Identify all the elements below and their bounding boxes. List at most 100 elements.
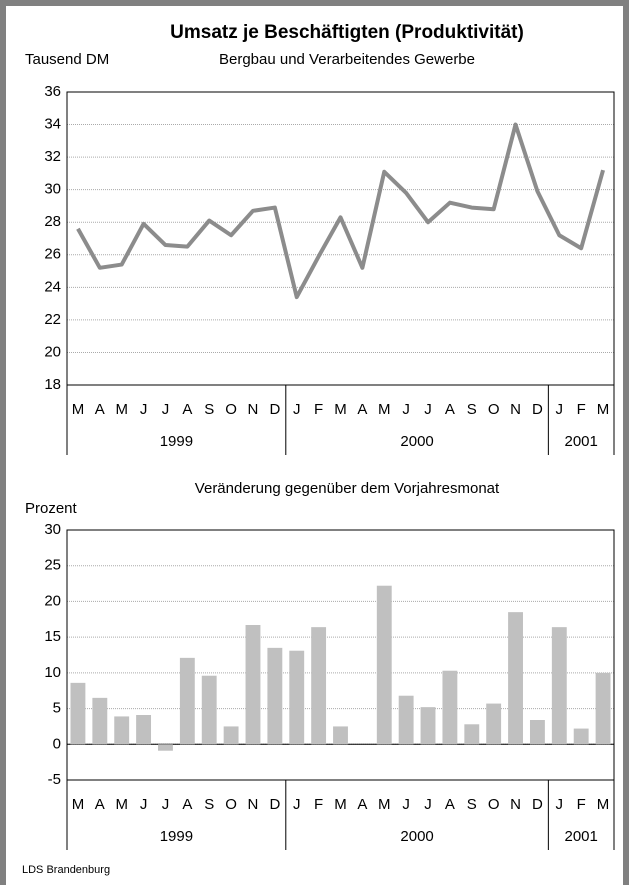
plot-border [66, 91, 615, 386]
bar [595, 672, 611, 745]
x-tick-label: M [115, 401, 128, 418]
x-tick-label: S [467, 796, 477, 813]
bar [245, 625, 261, 745]
x-tick-label: A [357, 796, 367, 813]
bar [201, 675, 217, 745]
bar [442, 670, 458, 745]
x-tick-label: N [248, 401, 259, 418]
footer: LDS Brandenburg [22, 864, 110, 876]
x-tick-label: M [334, 401, 347, 418]
x-tick-label: F [314, 401, 323, 418]
x-tick-label: J [402, 796, 410, 813]
x-tick-label: J [162, 401, 170, 418]
x-tick-label: F [577, 796, 586, 813]
bar [267, 647, 283, 745]
bar [333, 726, 348, 745]
x-tick-label: J [556, 401, 564, 418]
x-tick-label: J [140, 796, 148, 813]
x-tick-label: D [269, 796, 280, 813]
x-tick-label: F [314, 796, 323, 813]
bar [376, 585, 392, 745]
x-tick-label: M [72, 796, 85, 813]
bar [508, 612, 523, 745]
y-tick-label: 36 [44, 83, 61, 100]
y-tick-label: 10 [44, 664, 61, 681]
x-tick-label: J [293, 796, 301, 813]
x-tick-label: N [510, 401, 521, 418]
y-tick-label: 0 [53, 735, 61, 752]
year-label: 2000 [400, 828, 433, 845]
x-tick-label: J [424, 401, 432, 418]
bar [92, 697, 108, 745]
x-tick-label: D [269, 401, 280, 418]
x-tick-label: D [532, 796, 543, 813]
y-tick-label: 25 [44, 557, 61, 574]
bar [420, 707, 436, 745]
x-tick-label: M [115, 796, 128, 813]
bar [70, 682, 86, 745]
year-label: 2001 [564, 828, 597, 845]
x-tick-label: A [182, 401, 192, 418]
subtitle: Veränderung gegenüber dem Vorjahresmonat [195, 480, 500, 497]
bar [529, 720, 545, 745]
x-tick-label: O [488, 796, 500, 813]
bar [114, 716, 130, 745]
subtitle: Bergbau und Verarbeitendes Gewerbe [219, 51, 475, 68]
y-tick-label: 22 [44, 311, 61, 328]
x-tick-label: N [248, 796, 259, 813]
x-tick-label: S [204, 401, 214, 418]
x-tick-label: J [293, 401, 301, 418]
bar [223, 726, 239, 745]
x-tick-label: M [378, 796, 391, 813]
y-tick-label: 30 [44, 521, 61, 538]
plot-border [66, 529, 615, 781]
y-tick-label: 20 [44, 343, 61, 360]
x-tick-label: D [532, 401, 543, 418]
x-tick-label: J [556, 796, 564, 813]
x-tick-label: O [225, 401, 237, 418]
x-tick-label: M [597, 401, 610, 418]
x-tick-label: A [95, 401, 105, 418]
y-label: Tausend DM [25, 51, 109, 68]
x-tick-label: A [357, 401, 367, 418]
x-tick-label: F [577, 401, 586, 418]
y-label: Prozent [25, 500, 78, 517]
bar [573, 728, 589, 745]
x-tick-label: J [424, 796, 432, 813]
year-label: 2000 [400, 433, 433, 450]
y-tick-label: 26 [44, 246, 61, 263]
x-tick-label: A [182, 796, 192, 813]
x-tick-label: M [72, 401, 85, 418]
x-tick-label: N [510, 796, 521, 813]
x-tick-label: A [445, 796, 455, 813]
bar [136, 715, 152, 745]
x-tick-label: M [378, 401, 391, 418]
x-tick-label: J [162, 796, 170, 813]
y-tick-label: 20 [44, 592, 61, 609]
bar [179, 657, 195, 745]
y-tick-label: 32 [44, 148, 61, 165]
x-tick-label: S [467, 401, 477, 418]
year-label: 1999 [160, 433, 193, 450]
bar [464, 724, 480, 745]
x-tick-label: M [334, 796, 347, 813]
year-label: 1999 [160, 828, 193, 845]
x-tick-label: O [225, 796, 237, 813]
y-tick-label: 28 [44, 213, 61, 230]
x-tick-label: M [597, 796, 610, 813]
x-tick-label: A [445, 401, 455, 418]
x-tick-label: S [204, 796, 214, 813]
line [76, 122, 605, 300]
x-tick-label: J [140, 401, 148, 418]
y-tick-label: 15 [44, 628, 61, 645]
bar [551, 627, 567, 745]
chart-title: Umsatz je Beschäftigten (Produktivität) [170, 22, 524, 43]
y-tick-label: 30 [44, 181, 61, 198]
x-tick-label: O [488, 401, 500, 418]
y-tick-label: -5 [48, 771, 61, 788]
bar [486, 703, 502, 745]
y-tick-label: 34 [44, 116, 61, 133]
panel [6, 6, 623, 885]
y-tick-label: 24 [44, 278, 61, 295]
